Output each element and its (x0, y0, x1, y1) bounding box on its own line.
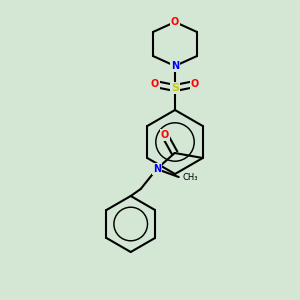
Text: O: O (191, 79, 199, 89)
Text: S: S (171, 83, 179, 93)
Text: O: O (151, 79, 159, 89)
Text: O: O (171, 17, 179, 27)
Text: O: O (160, 130, 169, 140)
Text: N: N (171, 61, 179, 71)
Text: CH₃: CH₃ (183, 172, 198, 182)
Text: N: N (153, 164, 161, 174)
